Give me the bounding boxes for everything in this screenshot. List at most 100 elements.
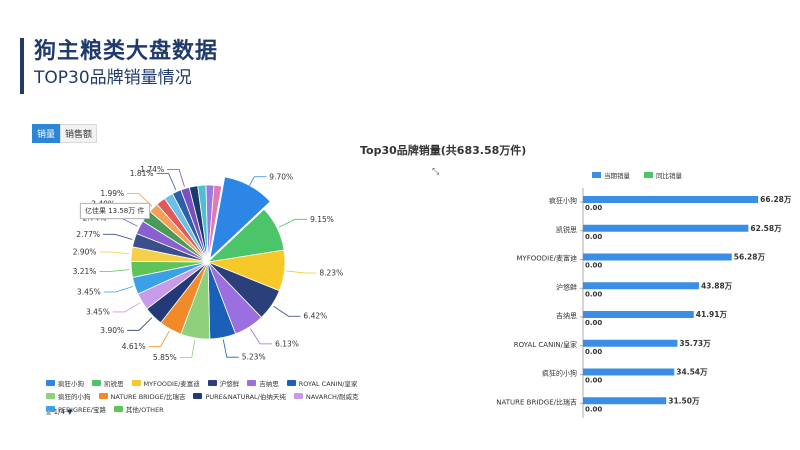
legend-item[interactable]: 沪悠鲜 (207, 378, 240, 388)
pie-slice[interactable] (207, 184, 223, 263)
legend-label: ROYAL CANIN/皇家 (298, 380, 358, 388)
bar-yoy-label: 0.00 (585, 233, 602, 241)
chart-title: Top30品牌销量(共683.58万件) (360, 144, 527, 157)
bar-current[interactable] (583, 224, 749, 232)
pie-slice-label: 3.21% (73, 267, 97, 276)
bar-yoy-label: 0.00 (585, 290, 602, 298)
legend-pager: ▲ 1/4 ▼ (46, 408, 73, 416)
bar-category-label: 疯狂的小狗 (542, 369, 577, 378)
pie-slice-label: 3.45% (77, 288, 101, 297)
legend-label: NATURE BRIDGE/比瑞吉 (110, 393, 186, 401)
pie-slice-label: 3.90% (100, 326, 124, 335)
legend-item[interactable]: NAVARCH/耐威克 (293, 391, 359, 401)
bar-current[interactable] (583, 196, 759, 203)
page-up-icon[interactable]: ▲ (46, 408, 52, 416)
expand-icon[interactable]: ⤡ (432, 167, 440, 177)
legend-label: MYFOODIE/麦富迪 (143, 380, 200, 388)
page-down-icon[interactable]: ▼ (67, 408, 73, 416)
legend-label: 沪悠鲜 (219, 380, 240, 388)
pie-slice-label: 6.13% (275, 339, 299, 348)
pie-slice-label: 4.61% (122, 342, 146, 351)
bar-yoy-label: 0.00 (585, 204, 602, 212)
pie-label-line (222, 339, 239, 358)
legend-item[interactable]: ROYAL CANIN/皇家 (286, 378, 358, 388)
legend-swatch (286, 380, 296, 386)
pie-label-line (286, 270, 317, 274)
pie-label-line (127, 193, 153, 207)
legend-swatch (193, 393, 203, 399)
page-indicator: 1/4 (53, 408, 65, 416)
legend-item[interactable]: MYFOODIE/麦富迪 (131, 378, 200, 388)
bar-category-label: 疯狂小狗 (549, 196, 577, 205)
bar-legend-label: 当期销量 (604, 172, 630, 180)
bar-yoy-label: 0.00 (585, 262, 602, 270)
legend-item[interactable]: 疯狂小狗 (46, 378, 84, 388)
legend-item[interactable]: PURE&NATURAL/伯纳天纯 (193, 391, 286, 401)
pie-label-line (103, 286, 134, 293)
bar-current[interactable] (583, 311, 694, 318)
legend-swatch (46, 393, 55, 399)
tab-sales-amount[interactable]: 销售额 (60, 124, 98, 143)
bar-value-label: 34.54万 (676, 368, 708, 377)
bar-current[interactable] (583, 368, 675, 376)
legend-swatch (293, 393, 303, 399)
bar-legend-swatch (592, 172, 601, 178)
legend-label: 疯狂小狗 (58, 380, 84, 388)
tab-sales-volume[interactable]: 销量 (32, 124, 61, 143)
bar-value-label: 56.28万 (734, 253, 766, 262)
bar-current[interactable] (583, 253, 732, 261)
pie-label-line (156, 172, 177, 190)
pie-label-line (103, 233, 133, 240)
bar-yoy-label: 0.00 (585, 348, 602, 356)
bar-current[interactable] (583, 397, 667, 405)
pie-label-line (167, 169, 185, 187)
pie-slice-label: 9.70% (269, 172, 293, 181)
legend-item[interactable]: 其他/OTHER (113, 404, 164, 414)
pie-slice-label: 6.42% (303, 312, 327, 321)
pie-label-line (179, 339, 196, 359)
legend-swatch (92, 380, 101, 386)
bar-legend-label: 同比销量 (656, 172, 682, 180)
pie-slice-label: 1.99% (100, 189, 124, 198)
bar-value-label: 66.28万 (760, 195, 792, 204)
legend-item[interactable]: 凯锐思 (92, 378, 124, 388)
legend-item[interactable]: 吉纳思 (247, 378, 279, 388)
legend-item[interactable]: PEDIGREE/宝路 (46, 404, 106, 414)
pie-slice-label: 1.74% (140, 165, 164, 174)
bar-category-label: MYFOODIE/麦富迪 (516, 254, 577, 263)
pie-label-line (99, 251, 130, 255)
title-block: 狗主粮类大盘数据 TOP30品牌销量情况 (20, 38, 218, 94)
legend-item[interactable]: 疯狂的小狗 (46, 391, 91, 401)
bar-value-label: 35.73万 (679, 339, 711, 348)
pie-slice-label: 1.81% (130, 169, 154, 178)
pie-slice-label: 8.23% (319, 268, 343, 277)
pie-label-line (99, 269, 130, 272)
pie-slice-label: 5.85% (153, 353, 177, 362)
legend-swatch (113, 406, 123, 412)
legend-item[interactable]: NATURE BRIDGE/比瑞吉 (98, 391, 186, 401)
legend-swatch (46, 406, 55, 412)
legend-label: PURE&NATURAL/伯纳天纯 (205, 393, 286, 401)
bar-current[interactable] (583, 282, 699, 290)
pie-label-line (112, 302, 141, 313)
bar-category-label: ROYAL CANIN/皇家 (514, 340, 577, 349)
legend-label: 疯狂的小狗 (58, 393, 91, 401)
legend-swatch (247, 380, 257, 386)
bar-yoy-label: 0.00 (585, 377, 602, 385)
bar-legend-item[interactable]: 当期销量 (592, 170, 630, 180)
bar-yoy-label: 0.00 (585, 405, 602, 413)
bar-yoy-label: 0.00 (585, 319, 602, 327)
pie-slice-label: 2.77% (76, 230, 100, 239)
bar-current[interactable] (583, 339, 678, 347)
legend-label: 吉纳思 (259, 380, 279, 388)
bar-legend-swatch (644, 172, 653, 178)
pie-label-line (245, 176, 267, 193)
pie-tooltip: 亿佳果 13.58万 件 (80, 203, 150, 219)
page-subtitle: TOP30品牌销量情况 (34, 68, 192, 88)
bar-legend-item[interactable]: 同比销量 (644, 170, 682, 180)
pie-label-line (148, 330, 170, 348)
pie-slice-label: 9.15% (310, 215, 334, 224)
legend-swatch (98, 393, 108, 399)
bar-value-label: 62.58万 (750, 224, 782, 233)
